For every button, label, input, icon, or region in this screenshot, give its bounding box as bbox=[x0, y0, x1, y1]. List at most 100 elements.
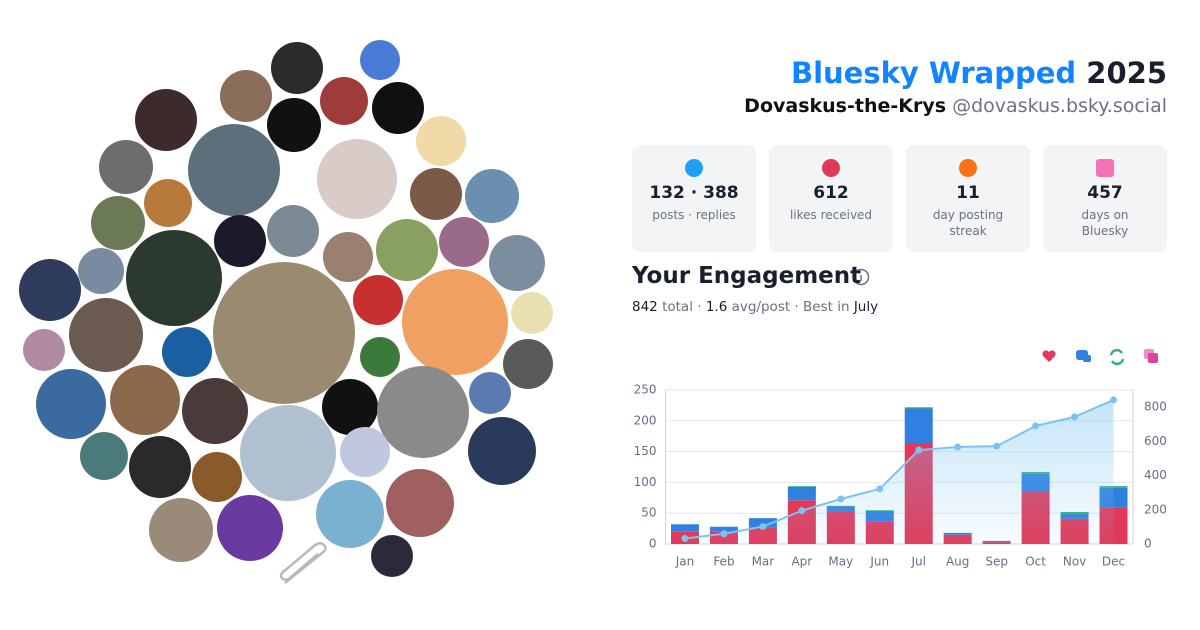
cumulative-line bbox=[684, 399, 1114, 540]
avatar[interactable] bbox=[69, 298, 143, 372]
x-tick-label: Feb bbox=[713, 555, 734, 569]
avatar[interactable] bbox=[360, 40, 400, 80]
avatar[interactable] bbox=[402, 269, 508, 375]
y2-tick-label: 800 bbox=[1144, 400, 1167, 414]
avatar[interactable] bbox=[353, 275, 403, 325]
avatar[interactable] bbox=[372, 82, 424, 134]
cumulative-point bbox=[681, 535, 689, 543]
total: 842 bbox=[632, 299, 658, 315]
avatar[interactable] bbox=[489, 235, 545, 291]
avatar[interactable] bbox=[220, 70, 272, 122]
stat-value: 457 bbox=[1087, 183, 1123, 203]
y2-tick-label: 600 bbox=[1144, 434, 1167, 448]
best-month: July bbox=[853, 299, 879, 315]
avatar[interactable] bbox=[376, 219, 438, 281]
avatar[interactable] bbox=[322, 379, 378, 435]
x-tick-label: May bbox=[828, 555, 853, 569]
avatar[interactable] bbox=[416, 116, 466, 166]
avatar[interactable] bbox=[129, 436, 191, 498]
avatar[interactable] bbox=[110, 365, 180, 435]
avatar[interactable] bbox=[188, 124, 280, 216]
bar-segment bbox=[709, 526, 738, 532]
avatar[interactable] bbox=[468, 417, 536, 485]
avatar[interactable] bbox=[135, 89, 197, 151]
avatar[interactable] bbox=[144, 179, 192, 227]
avatar[interactable] bbox=[78, 248, 124, 294]
x-tick-label: Aug bbox=[946, 555, 969, 569]
legend-reposts-icon[interactable] bbox=[1109, 348, 1125, 366]
bar-segment bbox=[787, 486, 816, 501]
x-tick-label: Dec bbox=[1102, 555, 1125, 569]
handle: @dovaskus.bsky.social bbox=[952, 95, 1167, 117]
avatar[interactable] bbox=[182, 378, 248, 444]
y2-tick-label: 0 bbox=[1144, 537, 1152, 551]
avatar[interactable] bbox=[240, 405, 336, 501]
cumulative-point bbox=[798, 507, 806, 515]
bar-segment bbox=[670, 524, 699, 532]
icon bbox=[822, 159, 840, 177]
avatar[interactable] bbox=[323, 232, 373, 282]
bar-segment bbox=[748, 518, 777, 528]
avatar[interactable] bbox=[317, 139, 397, 219]
cumulative-point bbox=[1110, 396, 1118, 404]
avatar[interactable] bbox=[23, 329, 65, 371]
legend-likes-icon[interactable] bbox=[1042, 350, 1056, 362]
avatar[interactable] bbox=[340, 427, 390, 477]
y-tick-label: 0 bbox=[649, 537, 657, 551]
y-tick-label: 100 bbox=[634, 475, 657, 489]
stat-value: 612 bbox=[813, 183, 849, 203]
y2-tick-label: 400 bbox=[1144, 468, 1167, 482]
avatar[interactable] bbox=[126, 230, 222, 326]
y2-tick-label: 200 bbox=[1144, 502, 1167, 516]
icon bbox=[1096, 159, 1114, 177]
x-tick-label: Nov bbox=[1063, 555, 1086, 569]
avatar[interactable] bbox=[36, 369, 106, 439]
stat-card: 132 · 388 posts · replies bbox=[632, 145, 756, 252]
profile: Dovaskus-the-Krys @dovaskus.bsky.social bbox=[744, 95, 1167, 117]
avatar[interactable] bbox=[320, 77, 368, 125]
section-title: Your Engagement bbox=[632, 263, 862, 289]
year: 2025 bbox=[1086, 56, 1167, 90]
avatar[interactable] bbox=[511, 292, 553, 334]
avatar[interactable] bbox=[271, 42, 323, 94]
avatar-collage bbox=[19, 40, 553, 577]
avatar[interactable] bbox=[371, 535, 413, 577]
icon bbox=[959, 159, 977, 177]
avatar[interactable] bbox=[80, 432, 128, 480]
stat-card: 457 days on Bluesky bbox=[1043, 145, 1167, 252]
y-tick-label: 250 bbox=[634, 383, 657, 397]
x-tick-label: Apr bbox=[791, 555, 812, 569]
info-icon[interactable] bbox=[852, 268, 870, 286]
avg: 1.6 bbox=[705, 299, 728, 315]
avatar[interactable] bbox=[386, 469, 454, 537]
brand: Bluesky Wrapped bbox=[790, 56, 1077, 90]
x-tick-label: Jan bbox=[675, 555, 695, 569]
avatar[interactable] bbox=[91, 196, 145, 250]
x-tick-label: Jul bbox=[910, 555, 925, 569]
display-name: Dovaskus-the-Krys bbox=[744, 95, 947, 117]
avatar[interactable] bbox=[214, 215, 266, 267]
avatar[interactable] bbox=[439, 217, 489, 267]
avatar[interactable] bbox=[410, 168, 462, 220]
avatar[interactable] bbox=[377, 366, 469, 458]
avatar[interactable] bbox=[19, 259, 81, 321]
stat-value: 11 bbox=[956, 183, 980, 203]
avatar[interactable] bbox=[99, 140, 153, 194]
avatar[interactable] bbox=[213, 262, 355, 404]
avatar[interactable] bbox=[267, 98, 321, 152]
avatar[interactable] bbox=[217, 495, 283, 561]
avatar[interactable] bbox=[316, 480, 384, 548]
avg-label: avg/post · Best in bbox=[731, 299, 850, 315]
avatar[interactable] bbox=[267, 205, 319, 257]
cumulative-point bbox=[1032, 422, 1040, 430]
avatar[interactable] bbox=[162, 327, 212, 377]
avatar[interactable] bbox=[149, 498, 213, 562]
avatar[interactable] bbox=[503, 339, 553, 389]
stat-value: 132 · 388 bbox=[649, 183, 739, 203]
avatar[interactable] bbox=[469, 372, 511, 414]
stat-label: days on Bluesky bbox=[1081, 208, 1129, 238]
avatar[interactable] bbox=[465, 169, 519, 223]
avatar[interactable] bbox=[360, 337, 400, 377]
avatar[interactable] bbox=[192, 452, 242, 502]
